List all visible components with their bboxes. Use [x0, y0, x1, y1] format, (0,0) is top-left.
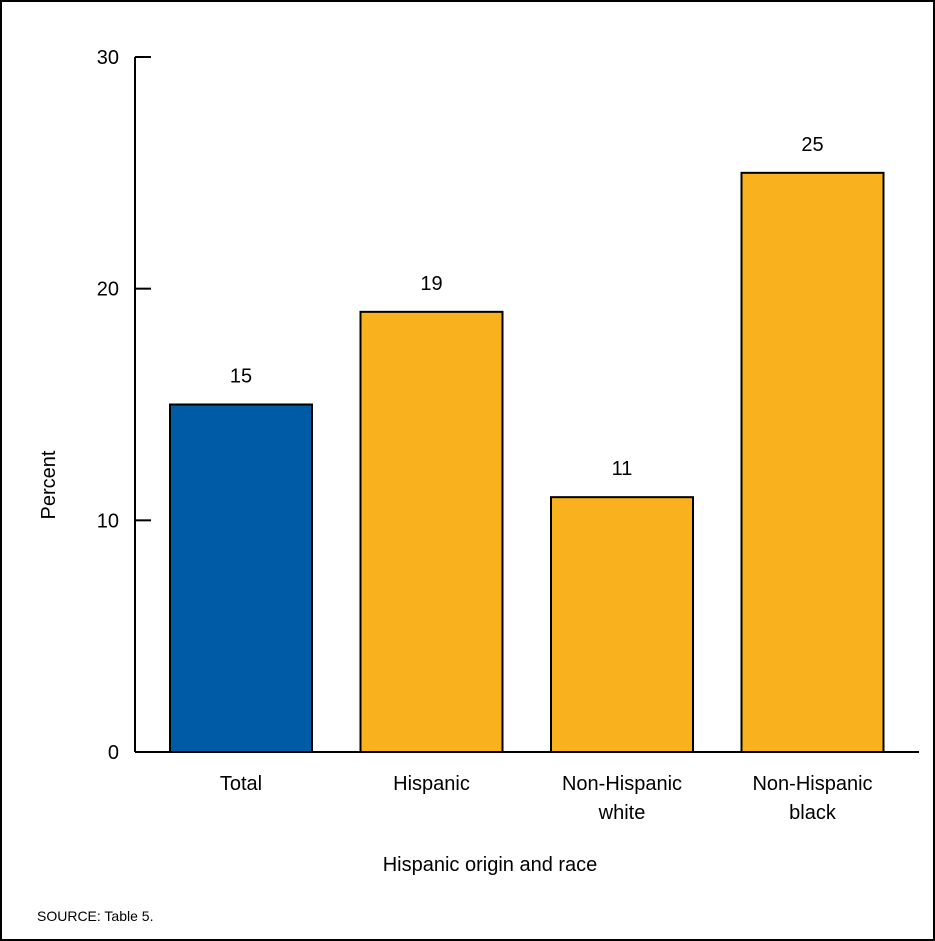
- bar-value-label: 19: [420, 273, 442, 295]
- x-tick-label: Hispanic: [393, 773, 470, 795]
- bar-value-label: 25: [801, 134, 823, 156]
- y-tick-label: 20: [97, 279, 119, 301]
- bar: [740, 171, 885, 754]
- bar: [169, 403, 313, 753]
- value-labels: 15 19 11 25: [230, 134, 824, 480]
- x-axis-label: Hispanic origin and race: [383, 854, 598, 876]
- bars: [169, 171, 885, 754]
- bar: [359, 310, 504, 753]
- x-tick-labels: Total Hispanic Non-Hispanic white Non-Hispan…: [220, 773, 873, 824]
- bar-value-label: 15: [230, 366, 252, 388]
- y-tick-label: 0: [108, 742, 119, 764]
- x-tick-label: Non-Hispanic: [562, 773, 682, 795]
- y-tick-label: 30: [97, 47, 119, 69]
- source-note: SOURCE: Table 5.: [37, 908, 153, 924]
- y-axis-label: Percent: [38, 450, 60, 519]
- x-tick-label: Total: [220, 773, 262, 795]
- bar: [550, 496, 694, 753]
- y-tick-label: 10: [97, 510, 119, 532]
- y-ticks: 0 10 20 30: [97, 47, 151, 764]
- bar-value-label: 11: [612, 458, 633, 480]
- x-tick-label: Non-Hispanic: [752, 773, 872, 795]
- x-tick-label: black: [789, 802, 837, 824]
- x-tick-label: white: [598, 802, 646, 824]
